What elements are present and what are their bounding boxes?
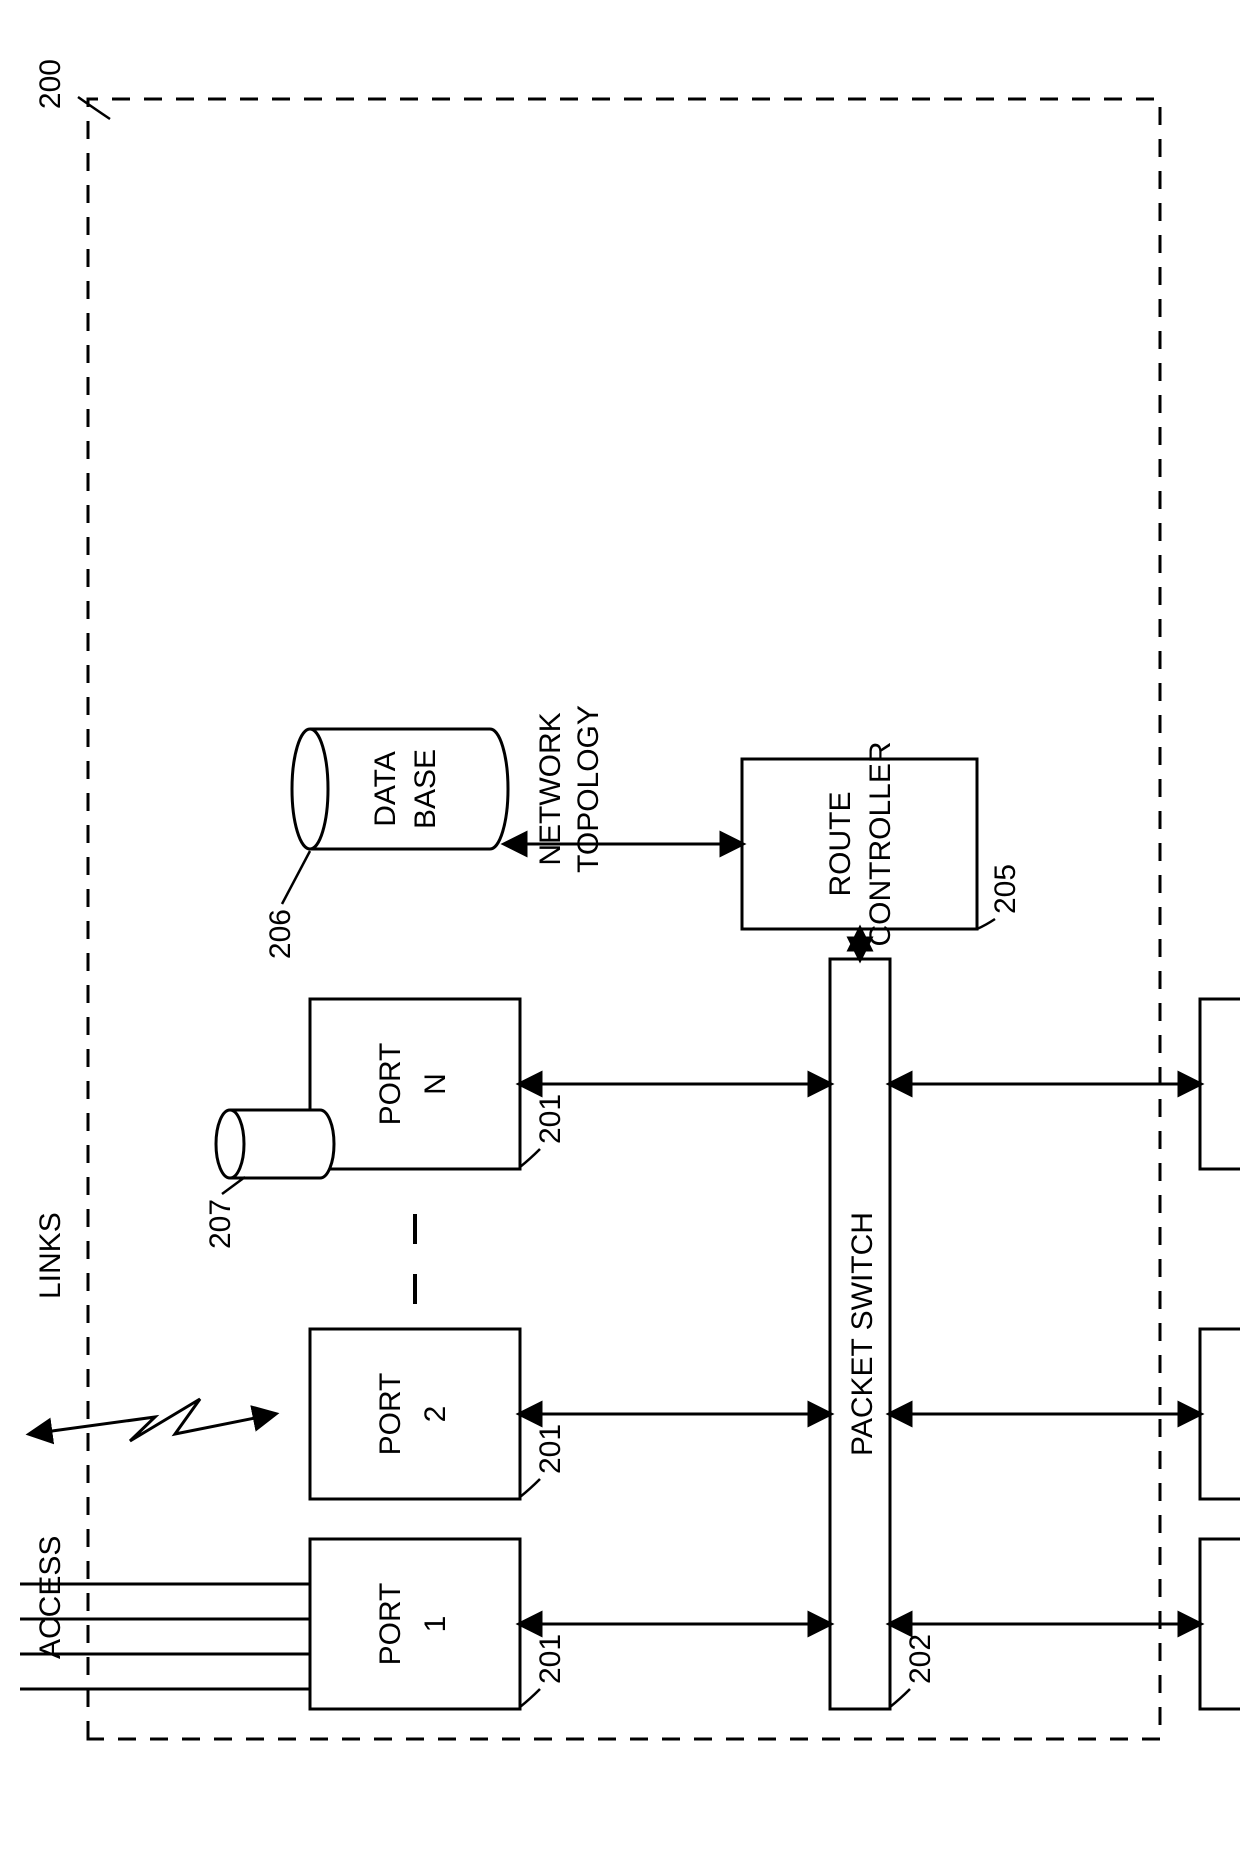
route-controller-label-1: ROUTE bbox=[824, 792, 857, 897]
leader-206 bbox=[282, 851, 310, 904]
access-label: ACCESS bbox=[34, 1536, 67, 1659]
ref-201-c: 201 bbox=[534, 1094, 567, 1144]
leader-201-b bbox=[520, 1479, 540, 1497]
route-controller-label-2: CONTROLLER bbox=[864, 741, 897, 946]
network-topology-label-1: NETWORK bbox=[534, 712, 567, 865]
svg-text:2: 2 bbox=[419, 1406, 452, 1423]
leader-201-a bbox=[520, 1689, 540, 1707]
port-1: PORT 1 bbox=[310, 1539, 520, 1709]
route-controller bbox=[742, 759, 977, 929]
leader-201-c bbox=[520, 1149, 540, 1167]
svg-text:PORT: PORT bbox=[374, 1583, 407, 1666]
trunk-adapter-2: TRUNK ADAPTER 2 bbox=[1200, 1329, 1240, 1499]
leader-207 bbox=[222, 1177, 245, 1194]
trunk-adapter-1: TRUNK ADAPTER 1 bbox=[1200, 1539, 1240, 1709]
ref-201-a: 201 bbox=[534, 1634, 567, 1684]
database-cylinder: DATA BASE bbox=[292, 729, 508, 849]
port-cylinder bbox=[216, 1110, 334, 1178]
leader-202 bbox=[890, 1689, 910, 1707]
svg-text:PORT: PORT bbox=[374, 1373, 407, 1456]
port-n: PORT N bbox=[310, 999, 520, 1169]
system-boundary bbox=[88, 99, 1160, 1739]
svg-text:BASE: BASE bbox=[409, 749, 442, 829]
leader-205 bbox=[977, 919, 995, 929]
ref-207: 207 bbox=[204, 1199, 237, 1249]
svg-text:1: 1 bbox=[419, 1616, 452, 1633]
links-label: LINKS bbox=[34, 1212, 67, 1299]
ref-200: 200 bbox=[34, 59, 67, 109]
svg-text:DATA: DATA bbox=[369, 751, 402, 827]
ref-202: 202 bbox=[904, 1634, 937, 1684]
svg-text:PORT: PORT bbox=[374, 1043, 407, 1126]
packet-switch-label: PACKET SWITCH bbox=[846, 1212, 879, 1456]
network-topology-label-2: TOPOLOGY bbox=[572, 705, 605, 873]
ref-205: 205 bbox=[989, 864, 1022, 914]
ref-201-b: 201 bbox=[534, 1424, 567, 1474]
trunk-adapter-m: TRUNK ADAPTER M bbox=[1200, 999, 1240, 1169]
link-arrow-port2 bbox=[30, 1399, 275, 1441]
port-2: PORT 2 bbox=[310, 1329, 520, 1499]
svg-text:N: N bbox=[419, 1073, 452, 1095]
ref-206: 206 bbox=[264, 909, 297, 959]
